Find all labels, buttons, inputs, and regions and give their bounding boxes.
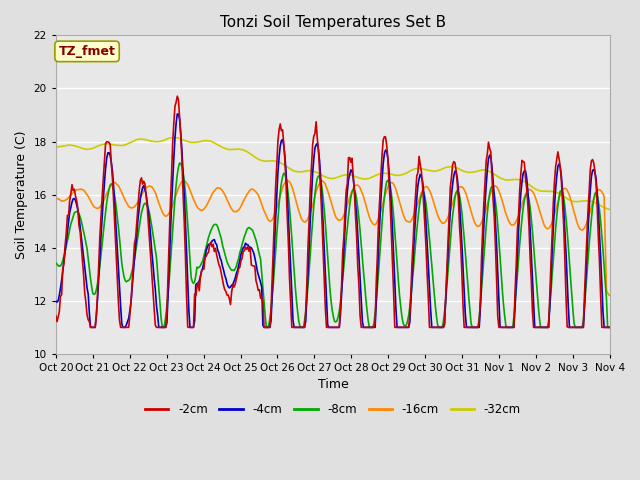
Title: Tonzi Soil Temperatures Set B: Tonzi Soil Temperatures Set B <box>220 15 446 30</box>
Text: TZ_fmet: TZ_fmet <box>59 45 115 58</box>
Y-axis label: Soil Temperature (C): Soil Temperature (C) <box>15 131 28 259</box>
Legend: -2cm, -4cm, -8cm, -16cm, -32cm: -2cm, -4cm, -8cm, -16cm, -32cm <box>140 398 525 420</box>
X-axis label: Time: Time <box>317 379 348 392</box>
